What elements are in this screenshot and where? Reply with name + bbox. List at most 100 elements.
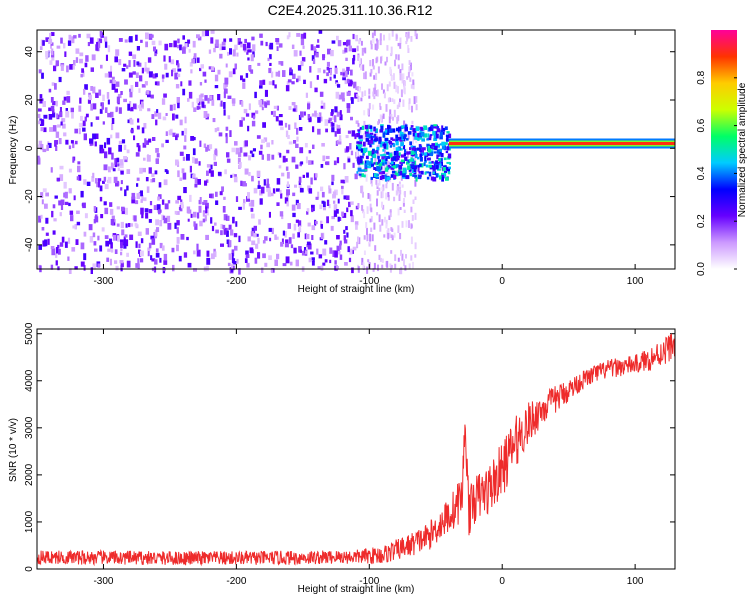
spectrogram-cell: [49, 127, 53, 132]
spectrogram-cell: [395, 190, 398, 196]
spectrogram-cell: [379, 129, 384, 133]
spectrogram-cell: [312, 258, 315, 263]
spectrogram-cell: [107, 45, 111, 53]
spectrogram-cell: [55, 247, 59, 254]
spectrogram-cell: [151, 258, 156, 262]
spectrogram-cell: [358, 135, 363, 139]
spectrogram-cell: [257, 185, 261, 189]
spectrogram-cell: [250, 69, 254, 74]
spectrogram-cell: [231, 98, 236, 104]
spectrogram-cell: [261, 139, 265, 144]
spectrogram-cell: [309, 66, 312, 73]
spectrogram-cell: [375, 179, 378, 185]
spectrogram-cell: [212, 118, 216, 123]
spectrogram-cell: [207, 97, 210, 104]
spectrogram-cell: [162, 215, 166, 220]
spectrogram-cell: [57, 266, 60, 271]
spectrogram-cell: [268, 255, 272, 260]
spectrogram-cell: [284, 122, 288, 128]
spectrogram-cell: [403, 198, 405, 203]
spectrogram-cell: [296, 78, 299, 83]
spectrogram-cell: [264, 236, 268, 241]
spectrogram-cell: [215, 229, 219, 234]
spectrogram-cell: [55, 131, 60, 138]
spectrogram-cell: [328, 185, 331, 189]
spectrogram-cell: [391, 98, 394, 102]
spectrogram-cell: [175, 114, 179, 119]
spectrogram-cell: [251, 227, 256, 234]
spectrogram-cell: [48, 114, 53, 120]
spectrogram-cell: [377, 264, 379, 272]
spectrogram-cell: [48, 88, 52, 93]
spectrogram-cell: [357, 130, 361, 134]
spectrogram-cell: [446, 161, 451, 164]
spectrogram-cell: [401, 221, 404, 228]
spectrogram-cell: [246, 49, 249, 55]
spectrogram-cell: [256, 135, 261, 139]
spectrogram-cell: [440, 129, 444, 133]
spectrogram-cell: [444, 170, 448, 173]
spectrogram-cell: [152, 178, 156, 183]
spectrogram-cell: [355, 34, 358, 42]
spectrogram-cell: [434, 131, 438, 135]
spectrogram-cell: [308, 257, 312, 263]
spectrogram-cell: [114, 249, 118, 254]
spectrogram-cell: [52, 109, 55, 114]
spectrogram-cell: [378, 136, 382, 142]
spectrogram-cell: [119, 260, 124, 264]
spectrogram-cell: [140, 238, 144, 244]
spectrogram-cell: [394, 263, 397, 269]
spectrogram-cell: [198, 161, 201, 166]
spectrogram-cell: [412, 174, 416, 177]
spectrogram-cell: [348, 82, 352, 87]
spectrogram-cell: [67, 237, 71, 244]
spectrogram-cell: [397, 225, 400, 233]
spectrogram-cell: [369, 233, 372, 242]
spectrogram-cell: [61, 236, 65, 243]
spectrogram-cell: [146, 90, 150, 95]
figure-title: C2E4.2025.311.10.36.R12: [268, 2, 433, 18]
spectrogram-cell: [123, 63, 127, 67]
spectrogram-cell: [188, 49, 191, 53]
spectrogram-cell: [165, 131, 168, 136]
spectrogram-cell: [206, 164, 211, 168]
spectrogram-cell: [108, 71, 112, 78]
spectrogram-cell: [110, 242, 113, 249]
spectrogram-cell: [428, 127, 432, 131]
spectrogram-cell: [179, 151, 184, 156]
spectrogram-cell: [292, 73, 296, 79]
spectrogram-cell: [341, 189, 344, 195]
spectrogram-cell: [161, 76, 165, 83]
spectrogram-cell: [385, 224, 388, 229]
spectrogram-cell: [121, 206, 125, 212]
spectrogram-cell: [172, 68, 176, 73]
spectrogram-cell: [297, 65, 302, 71]
spectrogram-cell: [223, 91, 226, 99]
spectrogram-cell: [393, 232, 396, 238]
spectrogram-cell: [381, 115, 383, 123]
spectrogram-cell: [306, 211, 309, 215]
spectrogram-cell: [110, 249, 114, 253]
spectrogram-cell: [413, 96, 416, 105]
spectrogram-cell: [432, 130, 436, 136]
spectrogram-cell: [408, 66, 411, 73]
spectrogram-cell: [406, 151, 409, 159]
spectrogram-cell: [45, 192, 49, 197]
spectrogram-cell: [152, 137, 156, 141]
spectrogram-cell: [64, 191, 68, 199]
spectrogram-cell: [155, 119, 158, 126]
spectrogram-cell: [48, 38, 53, 44]
x-tick-label: -200: [226, 276, 246, 287]
spectrogram-cells: [37, 30, 675, 275]
spectrogram-cell: [297, 75, 301, 82]
spectrogram-cell: [136, 193, 141, 199]
spectrogram-cell: [433, 126, 436, 129]
spectrogram-cell: [174, 222, 177, 229]
spectrogram-cell: [176, 227, 179, 234]
spectrogram-cell: [120, 170, 124, 175]
spectrogram-cell: [360, 65, 363, 71]
spectrogram-cell: [402, 169, 406, 174]
spectrogram-cell: [311, 55, 315, 61]
spectrogram-cell: [418, 171, 421, 174]
spectrogram-cell: [414, 136, 418, 140]
